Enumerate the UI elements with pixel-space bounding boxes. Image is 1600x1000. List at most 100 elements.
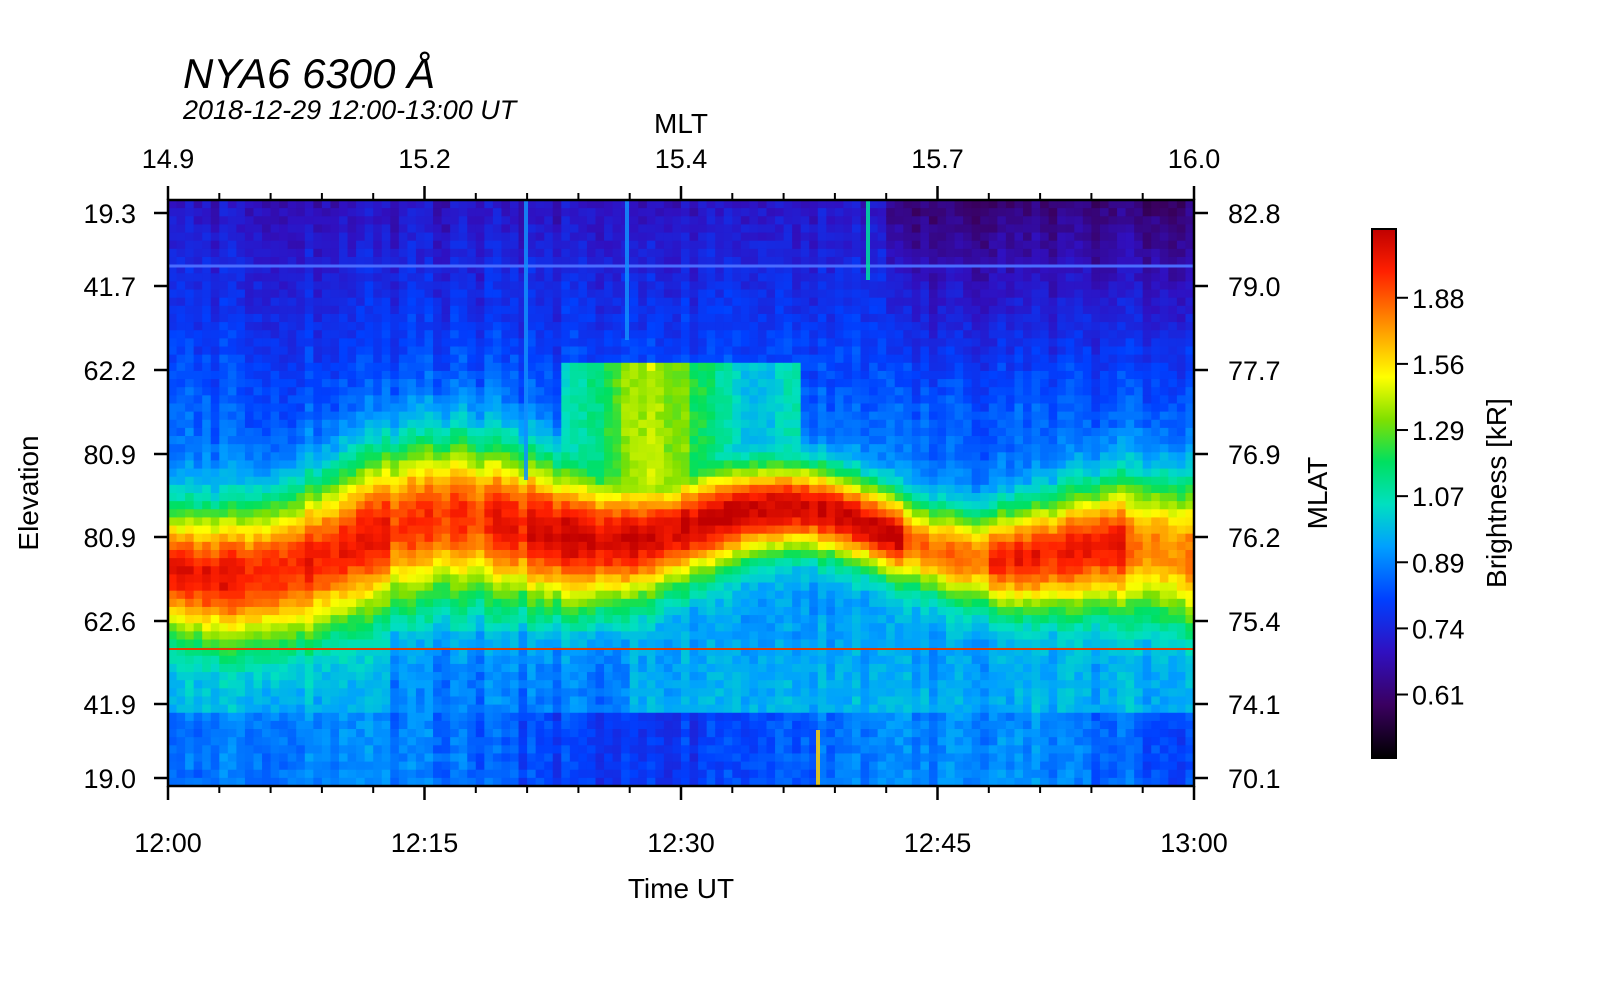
heatmap-cell — [262, 777, 272, 786]
heatmap-cell — [732, 387, 742, 396]
heatmap-cell — [424, 672, 434, 681]
heatmap-cell — [621, 672, 631, 681]
heatmap-cell — [740, 444, 750, 453]
heatmap-cell — [672, 484, 682, 494]
heatmap-cell — [706, 208, 716, 217]
heatmap-cell — [569, 297, 579, 307]
heatmap-cell — [612, 468, 622, 478]
heatmap-cell — [467, 655, 477, 665]
heatmap-cell — [655, 582, 665, 592]
heatmap-cell — [176, 598, 186, 608]
heatmap-cell — [381, 305, 391, 315]
heatmap-cell — [698, 680, 708, 689]
heatmap-cell — [492, 737, 503, 746]
heatmap-cell — [586, 737, 597, 746]
heatmap-cell — [646, 566, 656, 575]
heatmap-cell — [655, 688, 665, 698]
heatmap-cell — [535, 655, 545, 665]
heatmap-cell — [304, 256, 314, 266]
heatmap-cell — [663, 436, 674, 445]
heatmap-cell — [646, 484, 656, 494]
heatmap-cell — [381, 468, 391, 478]
heatmap-cell — [561, 452, 571, 462]
heatmap-cell — [227, 729, 237, 738]
heatmap-cell — [450, 509, 460, 519]
heatmap-cell — [185, 655, 195, 665]
heatmap-cell — [433, 468, 443, 478]
heatmap-cell — [612, 704, 622, 714]
heatmap-cell — [176, 777, 186, 786]
heatmap-cell — [193, 517, 203, 527]
heatmap-cell — [484, 240, 494, 250]
heatmap-cell — [441, 509, 451, 519]
heatmap-cell — [244, 753, 255, 763]
heatmap-cell — [629, 769, 639, 779]
heatmap-cell — [732, 330, 742, 339]
heatmap-cell — [510, 248, 520, 258]
heatmap-cell — [287, 696, 297, 706]
heatmap-cell — [339, 208, 349, 217]
heatmap-cell — [561, 387, 571, 396]
heatmap-cell — [433, 403, 443, 413]
heatmap-cell — [390, 753, 400, 763]
heatmap-cell — [501, 330, 511, 339]
heatmap-cell — [176, 737, 186, 746]
heatmap-cell — [706, 484, 716, 494]
heatmap-cell — [595, 712, 605, 722]
heatmap-cell — [527, 379, 537, 388]
heatmap-cell — [698, 590, 708, 600]
heatmap-cell — [168, 452, 178, 462]
heatmap-cell — [655, 452, 665, 462]
heatmap-cell — [638, 338, 648, 348]
heatmap-cell — [356, 387, 366, 396]
heatmap-cell — [467, 208, 477, 217]
heatmap-cell — [646, 419, 656, 429]
heatmap-cell — [296, 769, 306, 779]
heatmap-cell — [552, 729, 562, 738]
heatmap-cell — [458, 330, 468, 339]
heatmap-cell — [450, 224, 460, 234]
heatmap-cell — [518, 631, 528, 641]
heatmap-cell — [698, 305, 708, 315]
heatmap-cell — [321, 517, 332, 527]
heatmap-cell — [236, 289, 246, 299]
heatmap-cell — [176, 533, 186, 543]
heatmap-cell — [347, 419, 357, 429]
heatmap-cell — [655, 468, 665, 478]
heatmap-cell — [424, 484, 434, 494]
heatmap-cell — [458, 265, 468, 274]
heatmap-cell — [304, 297, 314, 307]
heatmap-cell — [535, 476, 545, 486]
heatmap-cell — [321, 200, 332, 209]
heatmap-cell — [407, 615, 417, 624]
heatmap-cell — [698, 566, 708, 575]
heatmap-cell — [313, 444, 323, 453]
heatmap-cell — [262, 346, 272, 356]
heatmap-cell — [706, 501, 716, 510]
heatmap-cell — [527, 631, 537, 641]
heatmap-cell — [168, 663, 178, 673]
heatmap-cell — [698, 387, 708, 396]
heatmap-cell — [689, 525, 699, 535]
heatmap-cell — [672, 297, 682, 307]
heatmap-cell — [279, 647, 289, 657]
heatmap-cell — [586, 313, 597, 323]
heatmap-cell — [253, 240, 263, 250]
heatmap-cell — [321, 224, 332, 234]
heatmap-cell — [544, 411, 554, 421]
heatmap-cell — [424, 305, 434, 315]
heatmap-cell — [757, 256, 768, 266]
heatmap-cell — [390, 615, 400, 624]
heatmap-cell — [698, 224, 708, 234]
heatmap-cell — [373, 688, 383, 698]
heatmap-cell — [492, 558, 503, 567]
heatmap-cell — [646, 769, 656, 779]
heatmap-cell — [227, 663, 237, 673]
heatmap-cell — [262, 370, 272, 380]
heatmap-cell — [390, 769, 400, 779]
heatmap-cell — [492, 232, 503, 242]
heatmap-cell — [484, 403, 494, 413]
heatmap-cell — [586, 248, 597, 258]
heatmap-cell — [390, 387, 400, 396]
heatmap-cell — [706, 493, 716, 502]
